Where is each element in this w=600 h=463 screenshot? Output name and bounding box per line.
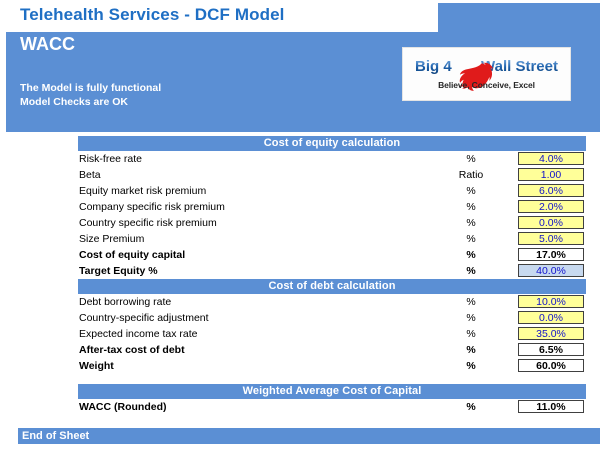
row-label: Risk-free rate (79, 153, 143, 165)
section-header-wacc: Weighted Average Cost of Capital (78, 384, 586, 399)
row-label: Company specific risk premium (79, 201, 225, 213)
logo-tagline: Believe, Conceive, Excel (438, 80, 535, 90)
input-cell-size-premium[interactable]: 5.0% (518, 232, 584, 245)
input-cell-country-specific-risk-premium[interactable]: 0.0% (518, 216, 584, 229)
row-label: Country-specific adjustment (79, 312, 209, 324)
input-cell-country-specific-adjustment[interactable]: 0.0% (518, 311, 584, 324)
row-unit: % (466, 265, 476, 277)
logo-word-big4: Big 4 (415, 58, 452, 75)
title-strip (6, 3, 438, 32)
row-unit: Ratio (458, 169, 484, 181)
input-cell-beta[interactable]: 1.00 (518, 168, 584, 181)
logo-wordmark: Big 4 Wall Street (403, 58, 570, 91)
table-row: Beta Ratio 1.00 (78, 167, 586, 183)
section-cost-of-equity: Cost of equity calculation Risk-free rat… (78, 136, 586, 279)
row-label: Cost of equity capital (79, 249, 186, 261)
eagle-icon (458, 61, 494, 91)
header-banner: Telehealth Services - DCF Model WACC The… (6, 3, 600, 132)
input-cell-risk-free-rate[interactable]: 4.0% (518, 152, 584, 165)
page-title: Telehealth Services - DCF Model (20, 5, 285, 24)
table-row: Company specific risk premium % 2.0% (78, 199, 586, 215)
logo-word-wall-street: Wall Street (481, 58, 558, 75)
row-label: Size Premium (79, 233, 145, 245)
row-unit: % (466, 233, 476, 245)
result-cell-cost-of-equity-capital: 17.0% (518, 248, 584, 261)
row-label: Debt borrowing rate (79, 296, 172, 308)
input-cell-expected-income-tax-rate[interactable]: 35.0% (518, 327, 584, 340)
status-line-checks: Model Checks are OK (20, 96, 128, 108)
row-unit: % (466, 312, 476, 324)
table-row: Cost of equity capital % 17.0% (78, 247, 586, 263)
row-unit: % (466, 344, 476, 356)
row-unit: % (466, 201, 476, 213)
table-row: Target Equity % % 40.0% (78, 263, 586, 279)
sheet-title: WACC (20, 34, 75, 54)
row-unit: % (466, 217, 476, 229)
worksheet-area: Cost of equity calculation Risk-free rat… (0, 132, 600, 463)
row-label: Target Equity % (79, 265, 158, 277)
input-cell-equity-market-risk-premium[interactable]: 6.0% (518, 184, 584, 197)
row-unit: % (466, 296, 476, 308)
table-row: Risk-free rate % 4.0% (78, 151, 586, 167)
row-label: WACC (Rounded) (79, 401, 167, 413)
table-row: WACC (Rounded) % 11.0% (78, 399, 586, 415)
row-unit: % (466, 249, 476, 261)
row-label: Equity market risk premium (79, 185, 207, 197)
row-label: After-tax cost of debt (79, 344, 185, 356)
row-unit: % (466, 185, 476, 197)
row-label: Country specific risk premium (79, 217, 217, 229)
table-row: Size Premium % 5.0% (78, 231, 586, 247)
row-label: Beta (79, 169, 101, 181)
linked-cell-target-equity-percent[interactable]: 40.0% (518, 264, 584, 277)
row-label: Expected income tax rate (79, 328, 198, 340)
table-row: Weight % 60.0% (78, 358, 586, 374)
row-unit: % (466, 401, 476, 413)
end-of-sheet-bar: End of Sheet (18, 428, 600, 444)
table-row: Country specific risk premium % 0.0% (78, 215, 586, 231)
result-cell-wacc-rounded: 11.0% (518, 400, 584, 413)
row-label: Weight (79, 360, 114, 372)
section-cost-of-debt: Cost of debt calculation Debt borrowing … (78, 279, 586, 374)
row-unit: % (466, 328, 476, 340)
section-header-cost-of-equity: Cost of equity calculation (78, 136, 586, 151)
company-logo: Big 4 Wall Street Believe, Conceive, Exc… (402, 47, 571, 101)
table-row: Debt borrowing rate % 10.0% (78, 294, 586, 310)
row-unit: % (466, 153, 476, 165)
table-row: After-tax cost of debt % 6.5% (78, 342, 586, 358)
table-row: Equity market risk premium % 6.0% (78, 183, 586, 199)
table-row: Country-specific adjustment % 0.0% (78, 310, 586, 326)
result-cell-debt-weight: 60.0% (518, 359, 584, 372)
end-of-sheet-label: End of Sheet (22, 430, 90, 442)
status-line-functional: The Model is fully functional (20, 82, 162, 94)
model-status-block: The Model is fully functional Model Chec… (20, 81, 161, 109)
row-unit: % (466, 360, 476, 372)
input-cell-debt-borrowing-rate[interactable]: 10.0% (518, 295, 584, 308)
section-header-cost-of-debt: Cost of debt calculation (78, 279, 586, 294)
result-cell-after-tax-cost-of-debt: 6.5% (518, 343, 584, 356)
input-cell-company-specific-risk-premium[interactable]: 2.0% (518, 200, 584, 213)
table-row: Expected income tax rate % 35.0% (78, 326, 586, 342)
section-weighted-average-cost-of-capital: Weighted Average Cost of Capital WACC (R… (78, 384, 586, 415)
